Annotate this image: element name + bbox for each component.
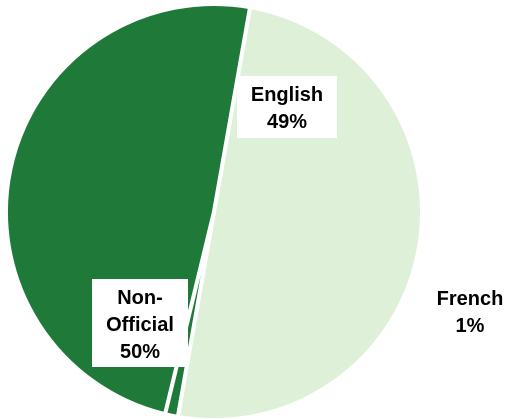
pie-labels: English 49% French 1% Non- Official 50% bbox=[92, 76, 503, 367]
non-official-label-box bbox=[92, 279, 188, 367]
french-label: French bbox=[437, 288, 504, 310]
non-official-value-label: 50% bbox=[120, 341, 160, 363]
english-label: English bbox=[251, 84, 323, 106]
non-official-label-line-1: Non- bbox=[117, 287, 163, 309]
non-official-label-line-2: Official bbox=[106, 314, 174, 336]
english-label-box bbox=[237, 76, 337, 138]
english-value-label: 49% bbox=[267, 111, 307, 133]
french-value-label: 1% bbox=[456, 315, 485, 337]
pie-slices bbox=[4, 1, 424, 419]
